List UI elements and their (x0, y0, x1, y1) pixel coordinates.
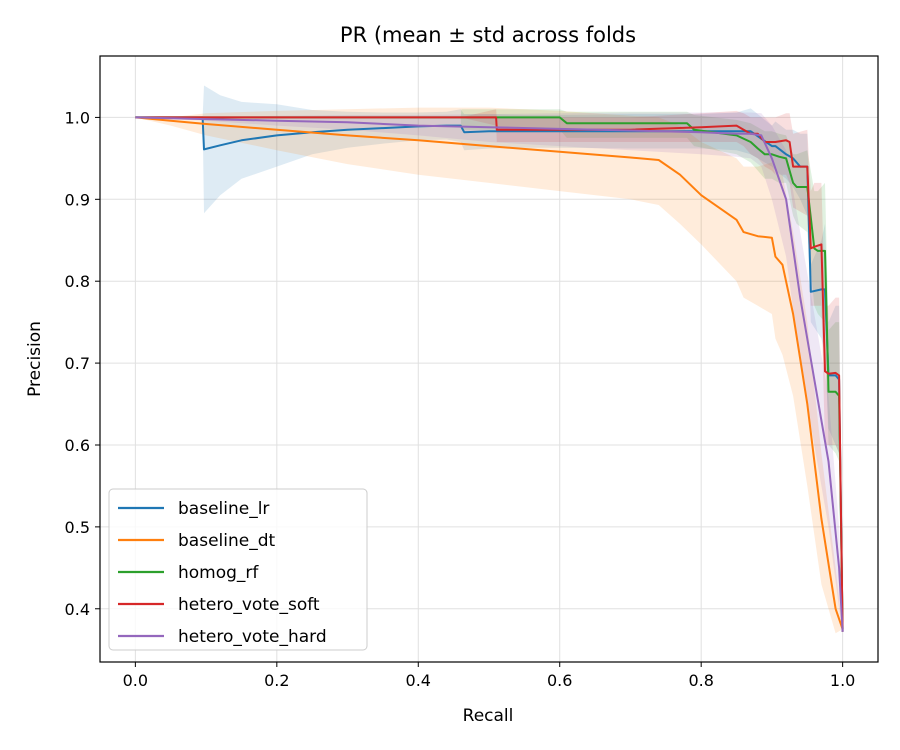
series-line-homog_rf (135, 116, 844, 630)
std-band-baseline_lr (135, 85, 843, 632)
y-tick-label: 1.0 (65, 108, 90, 127)
legend-label-homog_rf: homog_rf (178, 563, 259, 583)
y-tick-label: 0.7 (65, 354, 90, 373)
x-axis-label: Recall (463, 706, 514, 726)
y-tick-label: 0.8 (65, 272, 90, 291)
x-tick-label: 0.6 (547, 671, 572, 690)
y-tick-label: 0.5 (65, 518, 90, 537)
std-band-hetero_vote_hard (135, 112, 843, 632)
std-band-hetero_vote_soft (135, 109, 843, 632)
legend: baseline_lr baseline_dt homog_rf hetero_vot… (108, 488, 368, 651)
y-axis-label: Precision (25, 321, 45, 397)
y-tick-label: 0.9 (65, 190, 90, 209)
y-tick-label: 0.4 (65, 600, 90, 619)
x-tick-label: 0.8 (688, 671, 713, 690)
legend-box (108, 488, 368, 651)
y-tick-label: 0.6 (65, 436, 90, 455)
legend-label-hetero_vote_soft: hetero_vote_soft (178, 595, 320, 615)
x-tick-label: 1.0 (830, 671, 855, 690)
x-axis-ticks: 0.0 0.2 0.4 0.6 0.8 1.0 (123, 662, 855, 690)
legend-label-baseline_dt: baseline_dt (178, 531, 275, 551)
legend-label-hetero_vote_hard: hetero_vote_hard (178, 627, 327, 647)
plot-frame (99, 55, 879, 663)
x-tick-label: 0.2 (264, 671, 289, 690)
x-tick-label: 0.0 (123, 671, 148, 690)
series-line-baseline_dt (135, 116, 844, 630)
legend-label-baseline_lr: baseline_lr (178, 499, 269, 519)
x-tick-label: 0.4 (406, 671, 431, 690)
chart-title: PR (mean ± std across folds (340, 23, 636, 47)
series-lines (135, 116, 844, 632)
series-line-hetero_vote_hard (135, 116, 844, 632)
y-axis-ticks: 0.4 0.5 0.6 0.7 0.8 0.9 1.0 (65, 108, 100, 619)
